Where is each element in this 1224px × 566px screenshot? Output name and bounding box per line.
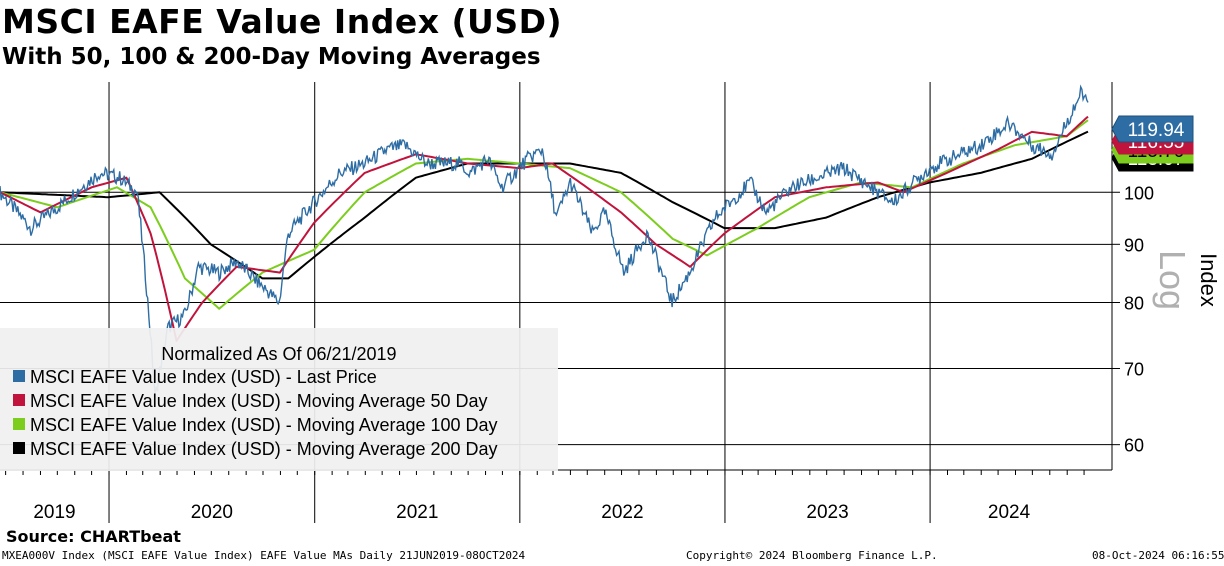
y-scale-note: Log — [1152, 250, 1193, 310]
source-note: Source: CHARTbeat — [6, 527, 181, 546]
legend-swatch-last_price — [13, 370, 25, 382]
chart-title: MSCI EAFE Value Index (USD) — [2, 2, 563, 41]
legend-heading: Normalized As Of 06/21/2019 — [161, 344, 396, 364]
y-tick-label-80: 80 — [1124, 294, 1144, 314]
value-tag-label-last_price: 119.94 — [1128, 120, 1185, 141]
y-tick-label-100: 100 — [1124, 183, 1154, 203]
footer-ticker: MXEA000V Index (MSCI EAFE Value Index) E… — [2, 549, 526, 562]
x-tick-label-2023: 2023 — [806, 502, 848, 523]
x-tick-label-2020: 2020 — [191, 502, 233, 523]
x-tick-label-2019: 2019 — [33, 502, 75, 523]
footer-copyright: Copyright© 2024 Bloomberg Finance L.P. — [686, 549, 938, 562]
y-axis-label: Index — [1196, 253, 1221, 307]
value-tag-last_price — [1111, 115, 1194, 143]
x-tick-label-2021: 2021 — [396, 502, 438, 523]
series-line-ma50 — [0, 115, 1089, 342]
legend-swatch-ma100 — [13, 418, 25, 430]
y-tick-label-60: 60 — [1124, 436, 1144, 456]
legend-label-ma200: MSCI EAFE Value Index (USD) - Moving Ave… — [30, 439, 498, 459]
y-tick-label-90: 90 — [1124, 235, 1144, 255]
legend-label-last_price: MSCI EAFE Value Index (USD) - Last Price — [30, 367, 377, 387]
legend-label-ma50: MSCI EAFE Value Index (USD) - Moving Ave… — [30, 391, 488, 411]
y-tick-label-70: 70 — [1124, 359, 1144, 379]
chart-subtitle: With 50, 100 & 200-Day Moving Averages — [2, 44, 541, 70]
legend-box — [0, 328, 558, 471]
legend-label-ma100: MSCI EAFE Value Index (USD) - Moving Ave… — [30, 415, 498, 435]
series-line-ma200 — [0, 130, 1089, 280]
x-tick-label-2022: 2022 — [601, 502, 643, 523]
legend-swatch-ma200 — [13, 442, 25, 454]
series-line-last_price — [0, 84, 1089, 394]
legend-swatch-ma50 — [13, 394, 25, 406]
x-tick-label-2024: 2024 — [988, 502, 1031, 523]
footer-timestamp: 08-Oct-2024 06:16:55 — [1092, 549, 1224, 562]
